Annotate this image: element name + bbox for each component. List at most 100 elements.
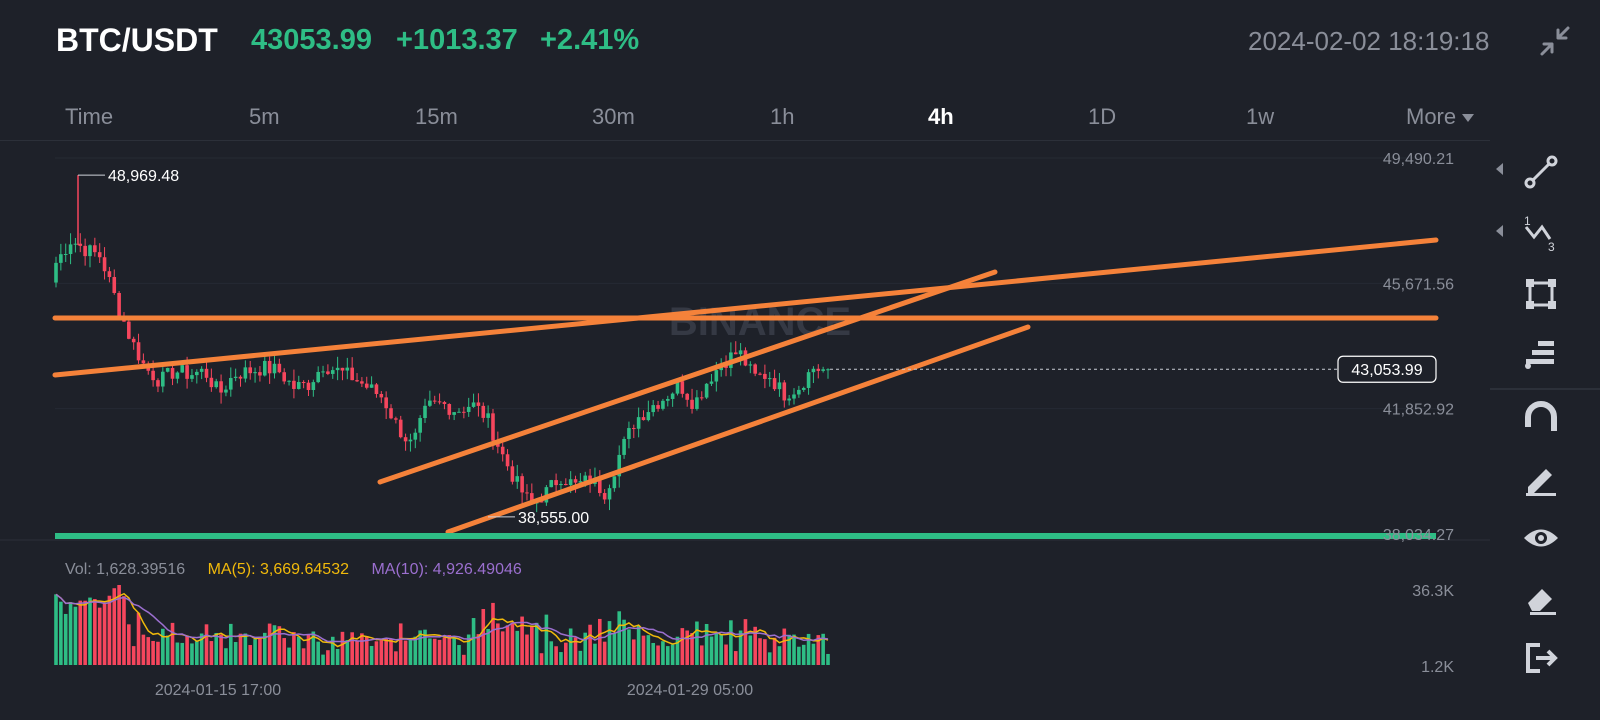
volume-bar <box>88 597 92 665</box>
candle-body <box>394 418 398 420</box>
candle-body <box>680 381 685 394</box>
volume-bar <box>602 641 607 665</box>
volume-bar <box>141 634 146 665</box>
volume-bar <box>364 636 369 665</box>
volume-bar <box>733 651 738 665</box>
volume-bar <box>767 652 772 665</box>
tab-1w[interactable]: 1w <box>1246 104 1275 129</box>
candle-body <box>607 488 612 500</box>
candle-body <box>93 245 97 253</box>
price-chart[interactable]: BINANCE 49,490.2145,671.5641,852.9238,03… <box>0 140 1490 710</box>
collapse-fullscreen-icon[interactable] <box>1538 24 1572 58</box>
price-change-percent: +2.41% <box>540 24 640 56</box>
candle-body <box>248 367 253 374</box>
expand-caret-icon[interactable] <box>1496 225 1503 237</box>
candle-body <box>724 365 728 368</box>
candle-body <box>63 253 68 255</box>
candle-body <box>335 367 340 371</box>
volume-bar <box>670 644 675 665</box>
candle-body <box>287 380 291 382</box>
volume-bar <box>500 631 505 665</box>
volume-bar <box>631 639 636 665</box>
candle-body <box>549 480 554 488</box>
text-lines-icon[interactable] <box>1520 333 1562 375</box>
resistance-trendline[interactable] <box>52 237 1439 378</box>
tab-1h[interactable]: 1h <box>770 104 795 129</box>
volume-bar <box>564 642 568 665</box>
tab-30m[interactable]: 30m <box>592 104 635 129</box>
candle-body <box>564 483 568 486</box>
volume-bar <box>772 637 777 665</box>
tab-15m[interactable]: 15m <box>415 104 458 129</box>
candle-body <box>272 363 277 374</box>
volume-bar <box>228 623 233 665</box>
candle-body <box>806 372 811 388</box>
candle-body <box>530 493 534 504</box>
volume-bar <box>491 602 495 665</box>
candle-body <box>117 293 121 316</box>
volume-bar <box>185 636 189 665</box>
volume-tick-label: 36.3K <box>1412 583 1454 600</box>
candle-body <box>107 271 112 278</box>
candle-body <box>811 368 816 373</box>
tab-time[interactable]: Time <box>65 104 114 129</box>
volume-bar <box>651 642 656 665</box>
eraser-icon[interactable] <box>1520 577 1562 619</box>
tab-1d[interactable]: 1D <box>1088 104 1117 129</box>
trendline-icon[interactable] <box>1520 151 1562 193</box>
last-price: 43053.99 <box>251 24 372 56</box>
volume-bar <box>63 613 68 665</box>
tab-more[interactable]: More <box>1406 104 1475 130</box>
volume-tick-label: 1.2K <box>1421 659 1454 676</box>
volume-bar <box>413 636 418 665</box>
volume-bar <box>428 638 432 665</box>
candle-body <box>398 419 403 438</box>
last-price-box <box>1337 355 1437 383</box>
eye-icon[interactable] <box>1520 517 1562 559</box>
candle-body <box>636 417 641 429</box>
volume-bar <box>685 630 689 665</box>
channel-upper-line[interactable] <box>377 269 998 485</box>
expand-caret-icon[interactable] <box>1496 163 1503 175</box>
candle-body <box>190 375 194 379</box>
candle-body <box>292 380 296 389</box>
volume-bar <box>476 634 481 665</box>
volume-bar <box>262 632 267 665</box>
volume-bar <box>131 646 136 665</box>
candle-body <box>360 381 364 384</box>
candle-body <box>462 411 466 413</box>
volume-bar <box>801 644 806 665</box>
price-tick-label: 38,034.27 <box>1383 527 1454 544</box>
candle-body <box>491 413 495 441</box>
pencil-icon[interactable] <box>1520 457 1562 499</box>
candle-body <box>690 399 694 409</box>
volume-bar <box>102 603 107 665</box>
magnet-icon[interactable] <box>1520 397 1562 439</box>
rectangle-icon[interactable] <box>1520 273 1562 315</box>
pair-name[interactable]: BTC/USDT <box>56 22 218 58</box>
candle-body <box>364 383 369 388</box>
volume-bar <box>209 641 214 665</box>
volume-bar <box>544 614 549 665</box>
volume-bar <box>534 622 539 665</box>
candle-body <box>214 381 219 388</box>
candle-body <box>345 367 350 371</box>
volume-bar <box>195 641 199 665</box>
candle-body <box>374 384 379 394</box>
volume-bar <box>272 625 277 665</box>
candle-body <box>277 363 282 373</box>
volume-bar <box>709 636 714 665</box>
volume-bar <box>583 632 588 665</box>
volume-bar <box>326 650 330 665</box>
candle-body <box>151 370 155 381</box>
exit-icon[interactable] <box>1520 637 1562 679</box>
candle-body <box>204 368 209 378</box>
tab-4h[interactable]: 4h <box>928 104 954 129</box>
candle-body <box>127 321 131 339</box>
tab-5m[interactable]: 5m <box>249 104 280 129</box>
volume-bar <box>661 641 665 665</box>
volume-bar <box>447 635 452 665</box>
channel-lower-line[interactable] <box>445 324 1031 535</box>
volume-bar <box>753 626 757 665</box>
